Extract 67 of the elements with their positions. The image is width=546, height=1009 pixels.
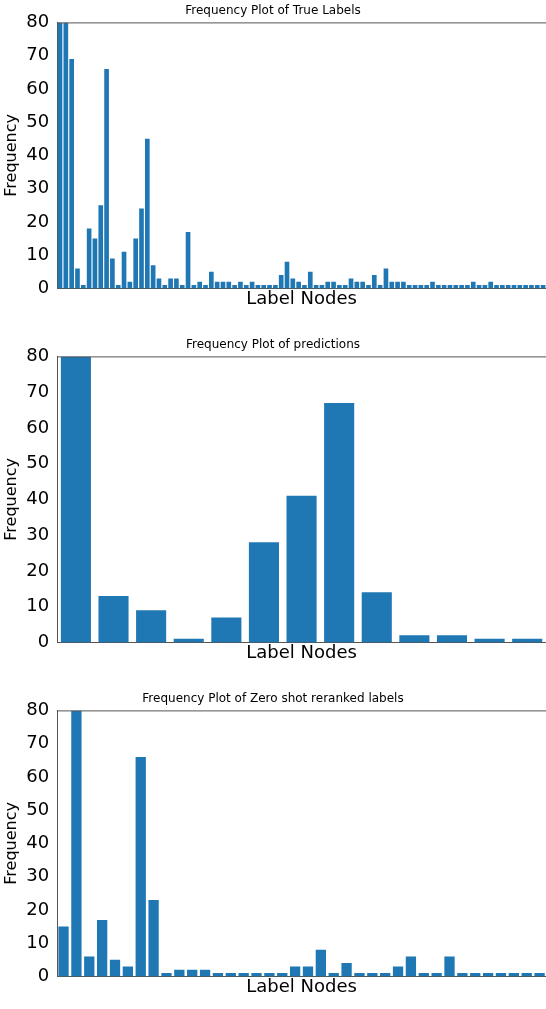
bar bbox=[444, 956, 455, 977]
y-tick-label: 10 bbox=[26, 930, 50, 952]
bar bbox=[211, 617, 242, 643]
chart-title: Frequency Plot of True Labels bbox=[185, 3, 361, 18]
y-tick-label: 60 bbox=[26, 764, 50, 786]
bar bbox=[96, 919, 108, 977]
y-tick-label: 50 bbox=[26, 797, 50, 819]
x-axis-title: Label Nodes bbox=[246, 974, 357, 996]
bar bbox=[248, 542, 279, 643]
bar bbox=[324, 402, 355, 643]
bar bbox=[341, 963, 352, 977]
x-axis-title: Label Nodes bbox=[246, 640, 357, 662]
bar bbox=[399, 635, 430, 643]
y-tick-label: 30 bbox=[26, 522, 50, 544]
bar bbox=[534, 973, 545, 977]
y-tick-label: 0 bbox=[37, 964, 50, 986]
y-tick-label: 70 bbox=[26, 43, 50, 65]
bar bbox=[289, 966, 301, 977]
chart-title: Frequency Plot of Zero shot reranked labels bbox=[142, 691, 404, 706]
bar bbox=[135, 756, 146, 977]
y-tick-label: 20 bbox=[26, 558, 50, 580]
bar bbox=[264, 973, 275, 977]
bar bbox=[457, 973, 468, 977]
y-tick-label: 60 bbox=[26, 76, 50, 98]
y-tick-label: 40 bbox=[26, 143, 50, 165]
bar bbox=[136, 610, 167, 643]
bar bbox=[84, 956, 95, 977]
bar bbox=[109, 959, 121, 977]
bar bbox=[286, 495, 317, 643]
y-tick-label: 10 bbox=[26, 242, 50, 264]
y-tick-label: 50 bbox=[26, 451, 50, 473]
y-tick-label: 40 bbox=[26, 487, 50, 509]
bar bbox=[58, 926, 69, 977]
bar bbox=[354, 973, 365, 977]
y-tick-label: 30 bbox=[26, 864, 50, 886]
bar bbox=[392, 966, 404, 977]
y-axis-title: Frequency bbox=[0, 114, 20, 197]
y-tick-label: 0 bbox=[37, 630, 50, 652]
y-tick-label: 20 bbox=[26, 209, 50, 231]
chart-title: Frequency Plot of predictions bbox=[185, 337, 361, 352]
y-tick-label: 50 bbox=[26, 109, 50, 131]
bar bbox=[361, 592, 392, 643]
bar bbox=[251, 973, 262, 977]
y-tick-label: 80 bbox=[26, 10, 50, 32]
y-tick-label: 70 bbox=[26, 379, 50, 401]
bar bbox=[71, 710, 82, 977]
y-tick-label: 80 bbox=[26, 344, 50, 366]
bar bbox=[315, 949, 326, 977]
y-tick-label: 20 bbox=[26, 897, 50, 919]
x-axis-title: Label Nodes bbox=[246, 286, 357, 308]
bar bbox=[302, 966, 314, 977]
y-axis-title: Frequency bbox=[0, 802, 20, 885]
bar bbox=[436, 635, 468, 643]
bar bbox=[161, 973, 172, 977]
y-tick-label: 80 bbox=[26, 698, 50, 720]
y-tick-label: 60 bbox=[26, 415, 50, 437]
bar bbox=[122, 966, 134, 977]
y-tick-label: 70 bbox=[26, 731, 50, 753]
bar bbox=[148, 899, 159, 977]
y-axis-title: Frequency bbox=[0, 458, 20, 541]
y-tick-label: 0 bbox=[37, 276, 50, 298]
bar bbox=[431, 973, 442, 977]
bar bbox=[98, 595, 129, 643]
y-tick-label: 30 bbox=[26, 176, 50, 198]
y-tick-label: 40 bbox=[26, 831, 50, 853]
bar bbox=[405, 956, 417, 977]
y-tick-label: 10 bbox=[26, 594, 50, 616]
